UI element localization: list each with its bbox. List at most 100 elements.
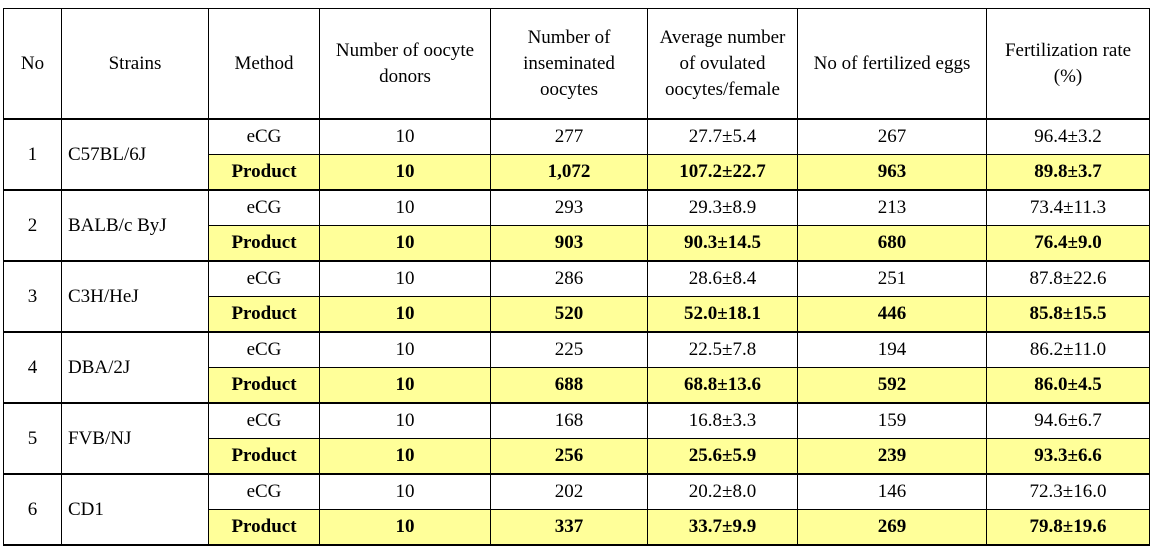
cell-inseminated: 520 — [490, 296, 648, 333]
table-row: 4 DBA/2J eCG 10 225 22.5±7.8 194 86.2±11.0 — [3, 331, 1150, 404]
header-no: No — [3, 8, 62, 120]
cell-average: 25.6±5.9 — [647, 438, 798, 475]
cell-inseminated: 286 — [490, 260, 648, 297]
cell-fertilized: 213 — [797, 189, 987, 226]
cell-inseminated: 256 — [490, 438, 648, 475]
cell-fertilized: 194 — [797, 331, 987, 368]
cell-average: 28.6±8.4 — [647, 260, 798, 297]
cell-donors: 10 — [319, 189, 491, 226]
cell-donors: 10 — [319, 473, 491, 510]
cell-rate: 86.0±4.5 — [986, 367, 1150, 404]
cell-donors: 10 — [319, 260, 491, 297]
cell-donors: 10 — [319, 367, 491, 404]
cell-rate: 73.4±11.3 — [986, 189, 1150, 226]
cell-method: eCG — [208, 473, 320, 510]
table-row: Product 10 1,072 107.2±22.7 963 89.8±3.7 — [4, 154, 1150, 191]
cell-strain: C3H/HeJ — [61, 260, 209, 333]
cell-rate: 87.8±22.6 — [986, 260, 1150, 297]
cell-method: Product — [208, 509, 320, 546]
cell-no: 6 — [3, 473, 62, 546]
cell-fertilized: 269 — [797, 509, 987, 546]
cell-method: Product — [208, 438, 320, 475]
cell-method: Product — [208, 154, 320, 191]
cell-method: Product — [208, 225, 320, 262]
cell-fertilized: 239 — [797, 438, 987, 475]
header-method: Method — [208, 8, 320, 120]
cell-rate: 94.6±6.7 — [986, 402, 1150, 439]
table-row: Product 10 256 25.6±5.9 239 93.3±6.6 — [4, 438, 1150, 475]
cell-no: 5 — [3, 402, 62, 475]
cell-no: 2 — [3, 189, 62, 262]
cell-fertilized: 680 — [797, 225, 987, 262]
table-row: 2 BALB/c ByJ eCG 10 293 29.3±8.9 213 73.4±11.3 — [3, 189, 1150, 262]
cell-donors: 10 — [319, 438, 491, 475]
cell-inseminated: 277 — [490, 118, 648, 155]
table-row: 5 FVB/NJ eCG 10 168 16.8±3.3 159 94.6±6.7 — [3, 402, 1150, 475]
cell-method: eCG — [208, 189, 320, 226]
cell-inseminated: 688 — [490, 367, 648, 404]
cell-rate: 86.2±11.0 — [986, 331, 1150, 368]
cell-method: Product — [208, 367, 320, 404]
cell-average: 33.7±9.9 — [647, 509, 798, 546]
cell-fertilized: 963 — [797, 154, 987, 191]
table-row: 1 C57BL/6J eCG 10 277 27.7±5.4 267 96.4±3.2 — [3, 118, 1150, 191]
cell-average: 68.8±13.6 — [647, 367, 798, 404]
cell-fertilized: 267 — [797, 118, 987, 155]
cell-inseminated: 168 — [490, 402, 648, 439]
cell-fertilized: 592 — [797, 367, 987, 404]
cell-method: Product — [208, 296, 320, 333]
cell-no: 4 — [3, 331, 62, 404]
cell-donors: 10 — [319, 154, 491, 191]
cell-rate: 76.4±9.0 — [986, 225, 1150, 262]
cell-average: 16.8±3.3 — [647, 402, 798, 439]
cell-inseminated: 202 — [490, 473, 648, 510]
table-row: Product 10 688 68.8±13.6 592 86.0±4.5 — [4, 367, 1150, 404]
cell-rate: 79.8±19.6 — [986, 509, 1150, 546]
cell-no: 1 — [3, 118, 62, 191]
cell-donors: 10 — [319, 331, 491, 368]
cell-fertilized: 159 — [797, 402, 987, 439]
header-row: No Strains Method Number of oocyte donor… — [3, 8, 1150, 120]
header-average-ovulated: Average number of ovulated oocytes/femal… — [647, 8, 798, 120]
table-row: 3 C3H/HeJ eCG 10 286 28.6±8.4 251 87.8±22.6 — [3, 260, 1150, 333]
cell-method: eCG — [208, 260, 320, 297]
cell-inseminated: 903 — [490, 225, 648, 262]
cell-donors: 10 — [319, 225, 491, 262]
cell-method: eCG — [208, 331, 320, 368]
cell-average: 27.7±5.4 — [647, 118, 798, 155]
header-fertilization-rate: Fertilization rate (%) — [986, 8, 1150, 120]
cell-inseminated: 225 — [490, 331, 648, 368]
fertilization-results-table: No Strains Method Number of oocyte donor… — [3, 8, 1150, 546]
cell-method: eCG — [208, 402, 320, 439]
header-oocyte-donors: Number of oocyte donors — [319, 8, 491, 120]
cell-inseminated: 337 — [490, 509, 648, 546]
cell-average: 107.2±22.7 — [647, 154, 798, 191]
cell-average: 22.5±7.8 — [647, 331, 798, 368]
header-inseminated-oocytes: Number of inseminated oocytes — [490, 8, 648, 120]
cell-average: 20.2±8.0 — [647, 473, 798, 510]
cell-inseminated: 293 — [490, 189, 648, 226]
cell-method: eCG — [208, 118, 320, 155]
cell-strain: BALB/c ByJ — [61, 189, 209, 262]
cell-rate: 89.8±3.7 — [986, 154, 1150, 191]
cell-average: 52.0±18.1 — [647, 296, 798, 333]
header-fertilized-eggs: No of fertilized eggs — [797, 8, 987, 120]
table-row: Product 10 520 52.0±18.1 446 85.8±15.5 — [4, 296, 1150, 333]
cell-rate: 93.3±6.6 — [986, 438, 1150, 475]
cell-fertilized: 446 — [797, 296, 987, 333]
cell-strain: CD1 — [61, 473, 209, 546]
cell-strain: DBA/2J — [61, 331, 209, 404]
cell-donors: 10 — [319, 296, 491, 333]
cell-no: 3 — [3, 260, 62, 333]
cell-strain: C57BL/6J — [61, 118, 209, 191]
cell-donors: 10 — [319, 402, 491, 439]
cell-fertilized: 146 — [797, 473, 987, 510]
cell-average: 29.3±8.9 — [647, 189, 798, 226]
cell-inseminated: 1,072 — [490, 154, 648, 191]
cell-fertilized: 251 — [797, 260, 987, 297]
cell-rate: 85.8±15.5 — [986, 296, 1150, 333]
cell-average: 90.3±14.5 — [647, 225, 798, 262]
cell-donors: 10 — [319, 509, 491, 546]
table-row: 6 CD1 eCG 10 202 20.2±8.0 146 72.3±16.0 — [3, 473, 1150, 546]
cell-rate: 72.3±16.0 — [986, 473, 1150, 510]
